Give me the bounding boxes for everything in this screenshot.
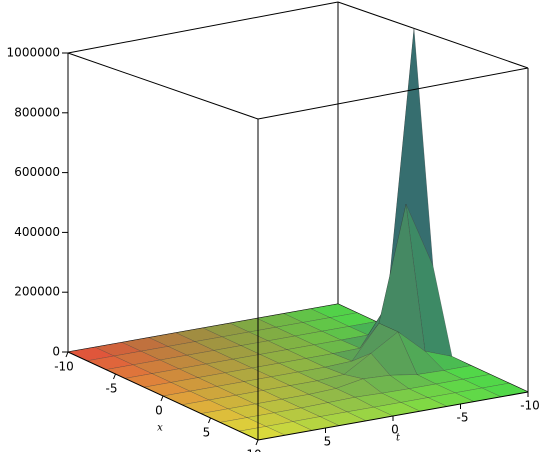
t-axis-label: t [396,433,401,444]
x-axis-label: x [157,423,163,434]
x-tick-label: -5 [106,382,118,396]
z-tick-label: 400000 [14,225,60,239]
box-edge [67,52,259,120]
x-tick-label: 10 [246,448,261,452]
x-tick [65,351,69,358]
x-tick [208,417,211,424]
x-tick-label: 5 [203,426,211,440]
z-tick-label: 1000000 [7,46,60,60]
x-tick [113,373,116,380]
x-tick-label: 0 [155,404,163,418]
x-tick [160,395,164,402]
z-tick-label: 600000 [14,165,60,179]
x-tick-label: -10 [54,360,74,374]
z-tick-label: 200000 [14,285,60,299]
x-tick [255,439,259,446]
z-tick-label: 0 [52,345,60,359]
box-edge [67,1,339,54]
box-edge [257,67,529,120]
box-edge [257,391,529,441]
t-tick-label: -10 [520,399,540,413]
z-tick-label: 800000 [14,105,60,119]
box-edge [337,1,529,69]
box-edge [67,351,259,441]
t-tick-label: 5 [324,435,332,449]
t-tick-label: 0 [391,423,399,437]
t-tick-label: -5 [457,411,469,425]
